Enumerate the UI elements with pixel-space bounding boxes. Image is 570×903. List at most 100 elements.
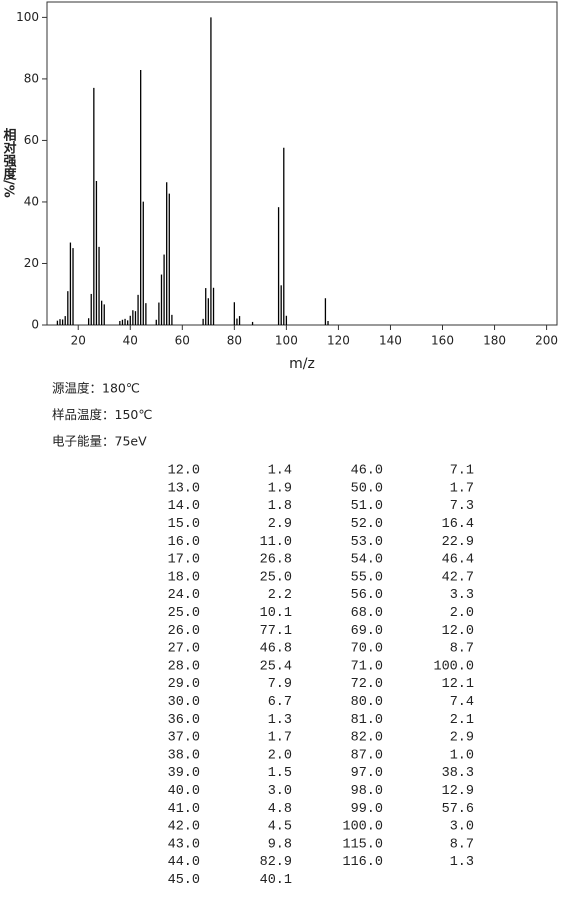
x-tick-label: 40 [123, 334, 138, 348]
intensity-cell: 82.9 [260, 855, 292, 870]
intensity-cell: 6.7 [268, 695, 292, 710]
mz-cell: 80.0 [351, 695, 383, 710]
mz-cell: 14.0 [168, 499, 200, 514]
mz-cell: 82.0 [351, 731, 383, 746]
intensity-cell: 40.1 [260, 873, 292, 888]
mz-cell: 72.0 [351, 677, 383, 692]
intensity-cell: 7.1 [450, 464, 474, 479]
intensity-cell: 12.0 [442, 624, 474, 639]
intensity-cell: 3.0 [268, 784, 292, 799]
intensity-cell: 16.4 [442, 517, 474, 532]
mz-cell: 98.0 [351, 784, 383, 799]
intensity-cell: 2.0 [268, 748, 292, 763]
intensity-cell: 46.8 [260, 642, 292, 657]
intensity-cell: 9.8 [268, 837, 292, 852]
mz-cell: 55.0 [351, 570, 383, 585]
mz-cell: 87.0 [351, 748, 383, 763]
mz-cell: 52.0 [351, 517, 383, 532]
mz-cell: 40.0 [168, 784, 200, 799]
mz-cell: 50.0 [351, 481, 383, 496]
x-tick-label: 140 [379, 334, 402, 348]
mz-cell: 46.0 [351, 464, 383, 479]
mz-cell: 12.0 [168, 464, 200, 479]
x-tick-label: 120 [327, 334, 350, 348]
mz-cell: 100.0 [342, 820, 383, 835]
mz-cell: 25.0 [168, 606, 200, 621]
intensity-cell: 1.0 [450, 748, 474, 763]
mz-cell: 18.0 [168, 570, 200, 585]
mz-cell: 30.0 [168, 695, 200, 710]
x-tick-label: 200 [535, 334, 558, 348]
mz-cell: 24.0 [168, 588, 200, 603]
intensity-cell: 11.0 [260, 535, 292, 550]
intensity-cell: 7.4 [450, 695, 474, 710]
x-tick-label: 160 [431, 334, 454, 348]
condition: 源温度：180℃ [52, 381, 140, 396]
mz-cell: 51.0 [351, 499, 383, 514]
intensity-cell: 2.0 [450, 606, 474, 621]
intensity-cell: 2.9 [450, 731, 474, 746]
plot-frame [46, 1, 558, 326]
mz-cell: 13.0 [168, 481, 200, 496]
y-tick-label: 80 [24, 71, 39, 85]
intensity-cell: 8.7 [450, 837, 474, 852]
intensity-cell: 38.3 [442, 766, 474, 781]
intensity-cell: 46.4 [442, 553, 474, 568]
intensity-cell: 3.3 [450, 588, 474, 603]
mz-cell: 97.0 [351, 766, 383, 781]
mz-cell: 27.0 [168, 642, 200, 657]
condition: 电子能量：75eV [52, 434, 147, 449]
mz-cell: 15.0 [168, 517, 200, 532]
intensity-cell: 10.1 [260, 606, 292, 621]
intensity-cell: 2.2 [268, 588, 292, 603]
intensity-cell: 1.3 [450, 855, 474, 870]
mz-cell: 37.0 [168, 731, 200, 746]
intensity-cell: 1.7 [450, 481, 474, 496]
x-tick-label: 20 [71, 334, 86, 348]
mz-cell: 81.0 [351, 713, 383, 728]
x-tick-label: 60 [175, 334, 190, 348]
mz-cell: 116.0 [342, 855, 383, 870]
mz-cell: 99.0 [351, 802, 383, 817]
mz-cell: 42.0 [168, 820, 200, 835]
intensity-cell: 1.4 [268, 464, 292, 479]
x-axis-label: m/z [289, 356, 315, 372]
intensity-cell: 2.1 [450, 713, 474, 728]
mz-cell: 71.0 [351, 659, 383, 674]
mz-cell: 115.0 [342, 837, 383, 852]
mz-cell: 43.0 [168, 837, 200, 852]
intensity-cell: 1.7 [268, 731, 292, 746]
mz-cell: 54.0 [351, 553, 383, 568]
intensity-cell: 12.9 [442, 784, 474, 799]
mz-cell: 68.0 [351, 606, 383, 621]
intensity-cell: 7.9 [268, 677, 292, 692]
y-tick-label: 60 [24, 133, 39, 147]
intensity-cell: 26.8 [260, 553, 292, 568]
x-tick-label: 180 [483, 334, 506, 348]
y-tick-label: 40 [24, 194, 39, 208]
mz-cell: 38.0 [168, 748, 200, 763]
intensity-cell: 77.1 [260, 624, 292, 639]
intensity-cell: 25.0 [260, 570, 292, 585]
x-tick-label: 80 [227, 334, 242, 348]
mz-cell: 69.0 [351, 624, 383, 639]
intensity-cell: 1.8 [268, 499, 292, 514]
mz-cell: 39.0 [168, 766, 200, 781]
intensity-cell: 4.5 [268, 820, 292, 835]
intensity-cell: 12.1 [442, 677, 474, 692]
mz-cell: 70.0 [351, 642, 383, 657]
intensity-cell: 1.5 [268, 766, 292, 781]
intensity-cell: 3.0 [450, 820, 474, 835]
x-tick-label: 100 [275, 334, 298, 348]
condition: 样品温度：150℃ [52, 407, 152, 422]
mz-cell: 28.0 [168, 659, 200, 674]
intensity-cell: 42.7 [442, 570, 474, 585]
y-axis-label: 相对强度/% [1, 127, 17, 197]
mz-cell: 29.0 [168, 677, 200, 692]
y-tick-label: 100 [16, 10, 39, 24]
mz-cell: 44.0 [168, 855, 200, 870]
mz-cell: 53.0 [351, 535, 383, 550]
intensity-cell: 57.6 [442, 802, 474, 817]
mz-cell: 16.0 [168, 535, 200, 550]
